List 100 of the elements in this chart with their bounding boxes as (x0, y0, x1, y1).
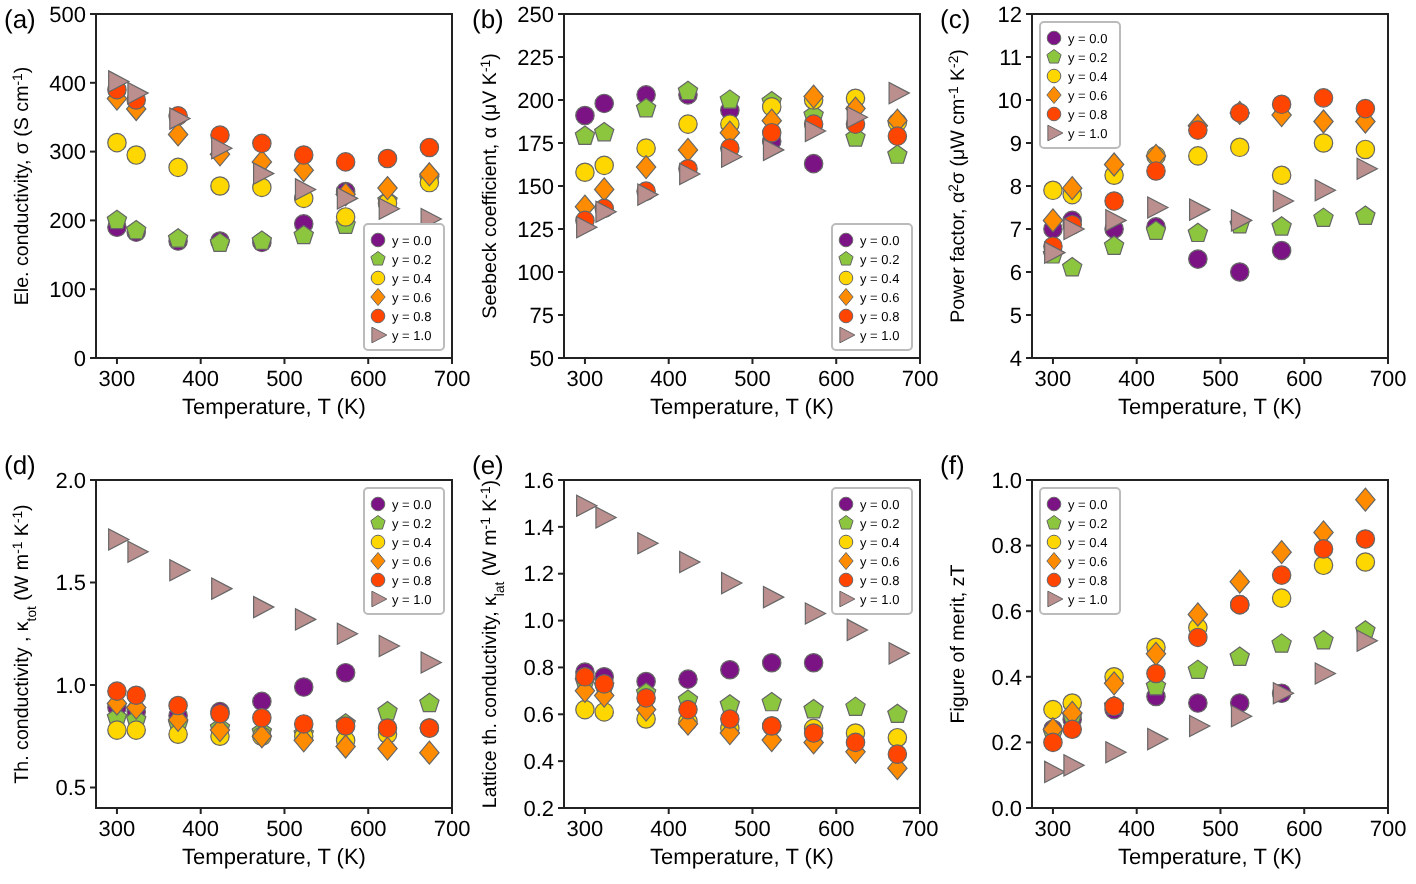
point (888, 642, 910, 665)
point (127, 540, 149, 563)
point (336, 187, 359, 210)
point (168, 157, 188, 178)
point (377, 700, 398, 721)
point (594, 702, 615, 722)
point (252, 162, 275, 185)
point (761, 691, 782, 712)
y-tick-label: 1.0 (523, 610, 554, 635)
point (108, 528, 130, 551)
point (636, 688, 656, 708)
point (846, 106, 869, 129)
point (1355, 139, 1376, 160)
y-tick-label: 9 (1009, 132, 1022, 157)
x-tick-label: 400 (650, 818, 688, 842)
y-tick-label: 1.2 (523, 563, 554, 588)
x-tick-label: 500 (1202, 818, 1239, 842)
point (335, 734, 356, 759)
point (1314, 662, 1337, 685)
y-tick-label: 0.8 (991, 535, 1022, 560)
y-tick-label: 0.4 (991, 666, 1022, 691)
x-axis-title: Temperature, T (K) (650, 396, 834, 420)
point (679, 550, 701, 574)
point (1188, 198, 1211, 221)
point (1063, 217, 1085, 241)
point (1355, 529, 1376, 549)
point (846, 618, 869, 642)
y-tick-label: 0.0 (991, 797, 1022, 822)
point (1271, 565, 1292, 585)
point (1313, 133, 1334, 153)
point (127, 81, 149, 105)
point (1355, 205, 1376, 225)
y-tick-label: 0.4 (523, 750, 554, 775)
x-tick-label: 500 (1202, 368, 1239, 392)
point (761, 122, 782, 143)
point (1313, 630, 1334, 650)
point (1188, 693, 1208, 713)
point (576, 494, 598, 517)
point (107, 681, 127, 701)
y-tick-label: 2.0 (55, 469, 86, 494)
point (887, 744, 908, 764)
point (126, 145, 147, 165)
point (1188, 627, 1208, 648)
x-tick-label: 500 (734, 368, 771, 392)
y-tick-label: 1.0 (991, 469, 1022, 494)
point (1105, 209, 1127, 232)
point (720, 145, 743, 168)
x-tick-label: 700 (901, 818, 939, 842)
point (593, 121, 615, 142)
point (1313, 109, 1334, 134)
point (720, 709, 740, 729)
chart-title: (a) (4, 4, 36, 34)
point (336, 622, 359, 645)
point (1043, 732, 1063, 753)
x-tick-label: 600 (1285, 818, 1323, 842)
y-tick-label: 11 (999, 46, 1022, 71)
point (635, 97, 657, 118)
y-tick-label: 0.2 (523, 797, 554, 822)
chart-title: (f) (940, 450, 965, 480)
point (419, 692, 440, 713)
point (211, 577, 233, 600)
point (252, 708, 272, 728)
point (678, 669, 698, 689)
x-axis-title: Temperature, T (K) (1118, 396, 1302, 420)
x-tick-label: 400 (182, 368, 220, 392)
point (1061, 176, 1083, 201)
chart-title: (e) (472, 450, 504, 480)
point (635, 154, 657, 180)
point (845, 732, 866, 753)
point (1271, 540, 1292, 565)
point (1229, 569, 1250, 594)
x-tick-label: 400 (650, 368, 688, 392)
point (1188, 714, 1211, 738)
point (419, 137, 440, 158)
y-tick-label: 8 (1009, 175, 1022, 200)
point (420, 651, 442, 674)
y-tick-label: 100 (517, 261, 554, 286)
point (378, 634, 401, 658)
point (803, 84, 824, 109)
point (575, 699, 595, 720)
point (1043, 699, 1063, 720)
point (1229, 262, 1250, 282)
y-tick-label: 100 (49, 278, 86, 303)
point (1043, 180, 1063, 201)
point (377, 736, 398, 761)
y-tick-label: 250 (517, 3, 554, 28)
point (762, 138, 785, 162)
y-tick-label: 200 (517, 89, 554, 114)
y-tick-label: 150 (517, 175, 554, 200)
y-tick-label: 400 (49, 72, 86, 97)
point (1062, 719, 1083, 740)
point (803, 153, 824, 174)
point (887, 703, 908, 724)
y-tick-label: 10 (997, 89, 1022, 114)
point (335, 662, 356, 683)
point (1103, 671, 1125, 696)
point (211, 136, 233, 160)
point (637, 183, 659, 206)
point (804, 602, 827, 625)
point (593, 177, 615, 202)
